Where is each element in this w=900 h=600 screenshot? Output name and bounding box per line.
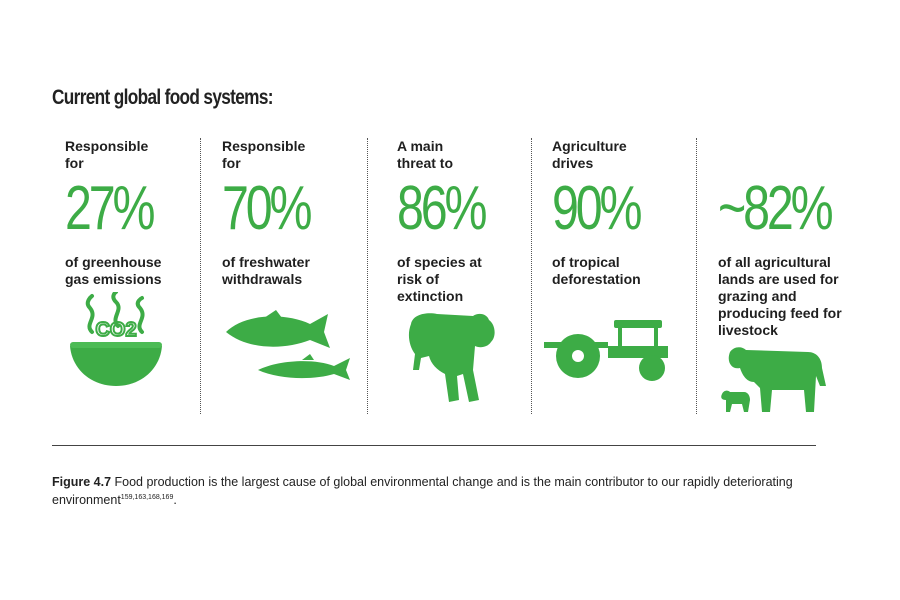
column-divider xyxy=(531,138,532,414)
caption-end: . xyxy=(173,493,177,508)
stat-description: of tropical deforestation xyxy=(552,254,641,287)
stat-value: ~82% xyxy=(718,174,834,243)
stat-value: 70% xyxy=(222,174,313,243)
stat-value: 86% xyxy=(397,174,488,243)
stat-intro: Responsible for xyxy=(222,138,306,171)
stat-intro: Agriculture drives xyxy=(552,138,627,171)
figure-label: Figure 4.7 xyxy=(52,475,112,489)
divider-rule xyxy=(52,445,816,446)
stat-intro xyxy=(718,138,868,174)
stat-column-species: A main threat to 86% of species at risk … xyxy=(397,138,547,305)
cow-icon xyxy=(721,347,826,412)
tiger-icon xyxy=(408,313,495,402)
stat-description: of freshwater withdrawals xyxy=(222,254,310,287)
stat-description: of all agricultural lands are used for g… xyxy=(718,254,842,338)
stat-column-emissions: Responsible for 27% of greenhouse gas em… xyxy=(65,138,215,288)
stat-intro: A main threat to xyxy=(397,138,453,171)
stat-column-deforestation: Agriculture drives 90% of tropical defor… xyxy=(552,138,702,288)
column-divider xyxy=(367,138,368,414)
stat-column-livestock: ~82% of all agricultural lands are used … xyxy=(718,138,868,339)
tractor-icon xyxy=(544,320,668,381)
column-divider xyxy=(696,138,697,414)
stat-value: 90% xyxy=(552,174,643,243)
column-divider xyxy=(200,138,201,414)
caption-text: Food production is the largest cause of … xyxy=(52,475,793,508)
co2-label: CO2 xyxy=(95,319,136,341)
stat-description: of species at risk of extinction xyxy=(397,254,482,304)
figure-caption: Figure 4.7 Food production is the larges… xyxy=(52,474,822,508)
caption-references: 159,163,168,169 xyxy=(120,494,174,501)
stat-intro: Responsible for xyxy=(65,138,149,171)
stat-value: 27% xyxy=(65,174,156,243)
section-heading: Current global food systems: xyxy=(52,86,273,109)
stat-column-freshwater: Responsible for 70% of freshwater withdr… xyxy=(222,138,372,288)
stat-description: of greenhouse gas emissions xyxy=(65,254,162,287)
bowl-icon: CO2 xyxy=(70,292,162,386)
fish-icon xyxy=(226,310,350,380)
